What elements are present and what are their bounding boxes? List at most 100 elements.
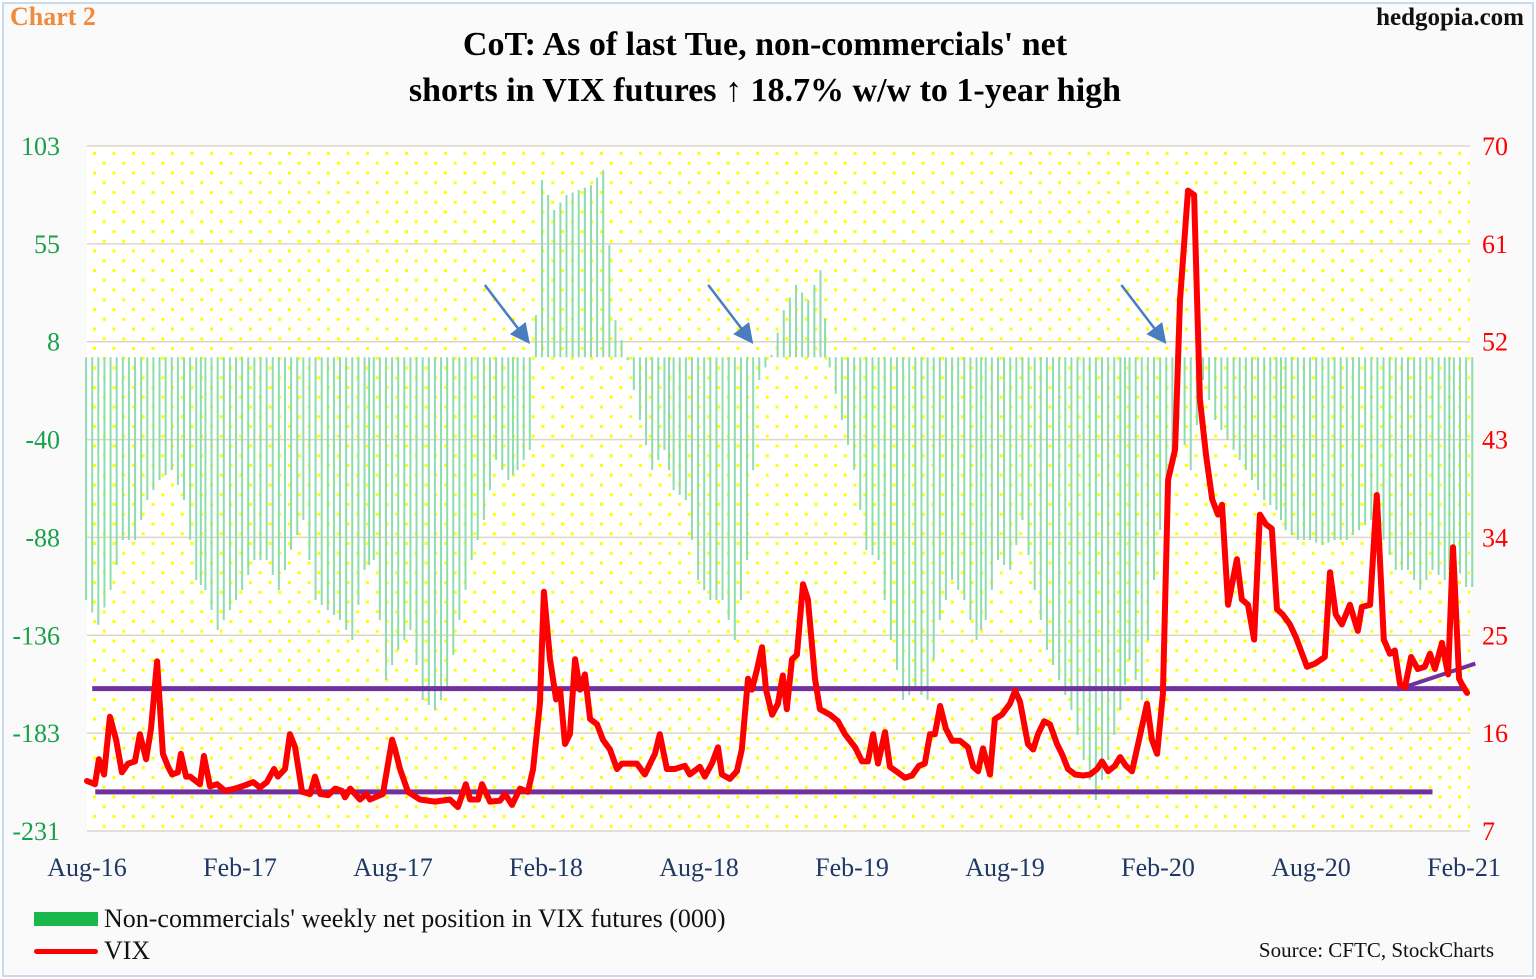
net-position-bar — [733, 357, 736, 641]
net-position-bar — [332, 357, 335, 616]
chart-title-line1: CoT: As of last Tue, non-commercials' ne… — [462, 26, 1068, 63]
net-position-bar — [883, 357, 886, 601]
net-position-bar — [776, 332, 779, 358]
net-position-bar — [458, 357, 461, 620]
net-position-bar — [990, 357, 993, 591]
net-position-bar — [1101, 357, 1104, 781]
legend-line: VIX — [34, 936, 150, 966]
net-position-bar — [1183, 357, 1186, 446]
net-position-bar — [632, 357, 635, 391]
net-position-bar — [902, 357, 905, 700]
right-tick-label: 7 — [1482, 817, 1495, 846]
net-position-bar — [146, 357, 149, 500]
net-position-bar — [996, 357, 999, 561]
net-position-bar — [1448, 357, 1451, 571]
net-position-bar — [638, 357, 641, 420]
net-position-bar — [247, 357, 250, 576]
net-position-bar — [320, 357, 323, 606]
net-position-bar — [368, 357, 371, 565]
net-position-bar — [657, 357, 660, 460]
net-position-bar — [378, 357, 381, 621]
net-position-bar — [1201, 357, 1204, 381]
net-position-bar — [1413, 357, 1416, 580]
net-position-bar — [1214, 357, 1217, 420]
net-position-bar — [840, 357, 843, 420]
net-position-bar — [103, 357, 106, 608]
net-position-bar — [932, 357, 935, 660]
net-position-bar — [828, 357, 831, 368]
net-position-bar — [914, 357, 917, 691]
vix-line — [84, 187, 1471, 811]
net-position-bar — [127, 357, 130, 540]
right-tick-label: 34 — [1482, 523, 1508, 552]
net-position-bar — [195, 357, 198, 580]
net-position-bar — [559, 202, 562, 358]
net-position-bar — [944, 357, 947, 600]
net-position-bar — [1425, 357, 1428, 580]
net-position-bar — [495, 357, 498, 460]
net-position-bar — [1471, 357, 1474, 587]
net-position-bar — [433, 357, 436, 710]
net-position-bar — [1382, 357, 1385, 540]
net-position-bar — [957, 357, 960, 591]
net-position-bar — [980, 357, 983, 631]
net-position-bar — [534, 314, 537, 358]
net-position-bar — [877, 357, 880, 561]
net-position-bar — [969, 357, 972, 621]
net-position-bar — [351, 357, 354, 641]
net-position-bar — [834, 357, 837, 394]
left-tick-label: 8 — [47, 328, 60, 357]
net-position-bar — [357, 357, 360, 605]
net-position-bar — [241, 357, 244, 591]
net-position-bar — [795, 285, 798, 358]
net-position-bar — [403, 357, 406, 640]
net-position-bar — [1058, 357, 1061, 681]
net-position-bar — [528, 357, 531, 450]
source-note: Source: CFTC, StockCharts — [1258, 938, 1494, 962]
left-tick-label: 103 — [21, 132, 60, 161]
net-position-bar — [109, 357, 112, 591]
net-position-bar — [1275, 357, 1278, 511]
left-tick-label: -136 — [12, 621, 60, 650]
net-position-bar — [235, 357, 238, 601]
net-position-bar — [409, 357, 412, 631]
net-position-bar — [859, 357, 862, 511]
net-position-bar — [1394, 357, 1397, 570]
net-position-bar — [427, 357, 430, 705]
net-position-bar — [277, 357, 280, 591]
legend-bars: Non-commercials' weekly net position in … — [34, 904, 726, 934]
net-position-bar — [522, 357, 525, 460]
net-position-bar — [339, 357, 342, 620]
net-position-bar — [663, 357, 666, 450]
net-position-bar — [516, 357, 519, 471]
net-position-bar — [1082, 357, 1085, 761]
net-position-bar — [1238, 357, 1241, 460]
arrow-annotation — [483, 284, 530, 344]
net-position-bar — [1003, 357, 1006, 565]
net-position-bar — [614, 320, 617, 358]
net-position-bar — [1443, 357, 1446, 580]
net-position-bar — [984, 357, 987, 620]
net-position-bar — [1452, 357, 1455, 561]
net-position-bar — [571, 192, 574, 358]
net-position-bar — [489, 357, 492, 491]
net-position-bar — [1052, 357, 1055, 665]
net-position-bar — [1419, 357, 1422, 591]
net-position-bar — [895, 357, 898, 671]
net-position-bar — [464, 357, 467, 591]
net-position-bar — [1232, 357, 1235, 450]
x-tick-label: Feb-21 — [1427, 853, 1501, 882]
net-position-bar — [1146, 357, 1149, 640]
left-tick-label: -183 — [12, 719, 60, 748]
chart-tag: Chart 2 — [10, 2, 96, 31]
net-position-bar — [577, 190, 580, 358]
x-tick-label: Feb-17 — [203, 853, 277, 882]
net-position-bar — [1027, 357, 1030, 556]
net-position-bar — [415, 357, 418, 665]
net-position-bar — [645, 357, 648, 446]
net-position-bar — [1208, 357, 1211, 401]
net-position-bar — [1244, 357, 1247, 471]
net-position-bar — [183, 357, 186, 500]
net-position-bar — [176, 357, 179, 486]
